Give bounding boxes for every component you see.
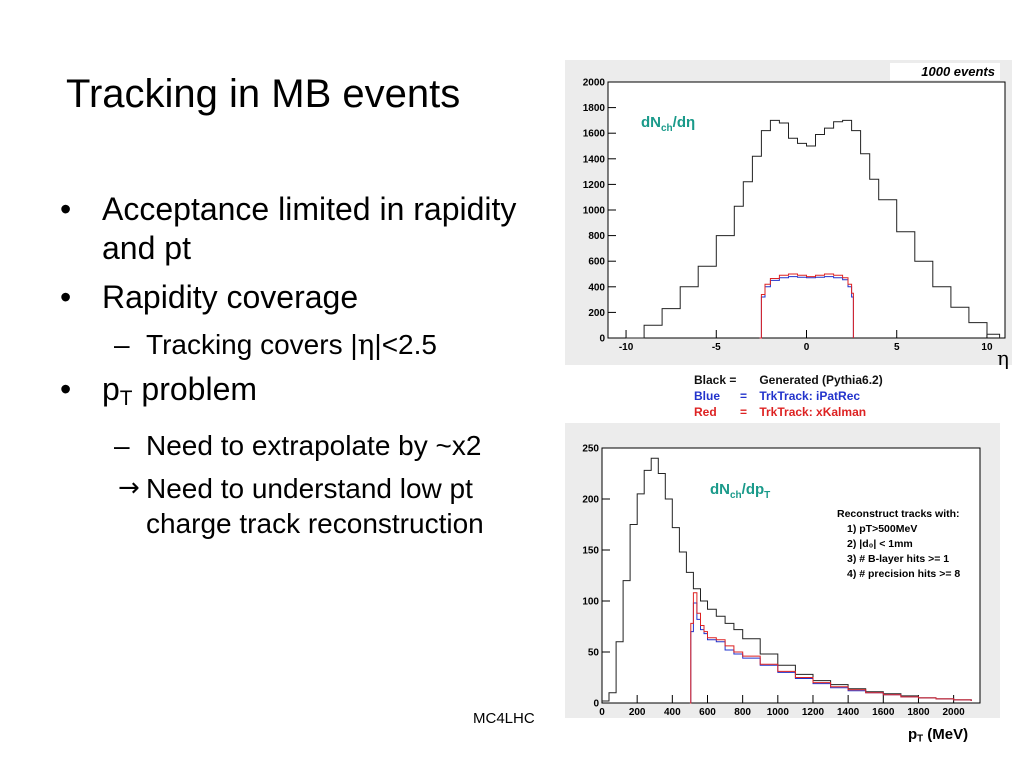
sub-bullet-dash: – <box>114 430 130 462</box>
bullet-list: • Acceptance limited in rapidity and pt … <box>60 190 530 549</box>
bullet-dot: • <box>60 279 72 315</box>
chart-label-main: dN <box>710 481 730 498</box>
x-tick-label: -5 <box>712 342 721 353</box>
bullet-rapidity: • Rapidity coverage <box>60 278 530 317</box>
y-tick-label: 2000 <box>583 78 606 89</box>
chart-title: 1000 events <box>921 64 995 79</box>
bullet-acceptance: • Acceptance limited in rapidity and pt <box>60 190 530 268</box>
bullet-text: Rapidity coverage <box>102 279 359 315</box>
x-tick-label: 1200 <box>802 707 825 718</box>
x-tick-label: 600 <box>699 707 716 718</box>
annotation-line: 3) # B-layer hits >= 1 <box>847 553 949 565</box>
sub-bullet-dash: – <box>114 329 130 360</box>
chart-label-end: /dp <box>742 481 765 498</box>
pt-axis-sub: T <box>917 733 924 745</box>
chart-label: dNch/dpT <box>710 481 770 501</box>
plot-area <box>607 81 1006 339</box>
x-tick-label: 0 <box>804 342 810 353</box>
y-tick-label: 800 <box>588 231 605 242</box>
y-tick-label: 200 <box>588 308 605 319</box>
y-tick-label: 0 <box>593 699 599 710</box>
y-tick-label: 50 <box>588 648 600 659</box>
legend-black: Black = Generated (Pythia6.2) <box>694 372 883 388</box>
y-tick-label: 150 <box>582 546 599 557</box>
legend-red-eq: = <box>740 405 748 419</box>
footer-label: MC4LHC <box>473 710 535 727</box>
eta-distribution-chart: 0 200 400 600 800 1000 1200 1400 1600 1800 2000 -10… <box>565 60 1012 365</box>
y-tick-label: 1000 <box>583 206 606 217</box>
legend-blue-value: TrkTrack: iPatRec <box>759 389 861 403</box>
pt-axis-label: pT (MeV) <box>908 726 968 744</box>
subbullet-extrapolate: – Need to extrapolate by ~x2 <box>60 428 530 463</box>
x-tick-label: 800 <box>734 707 751 718</box>
x-tick-label: 2000 <box>943 707 966 718</box>
x-tick-label: 200 <box>629 707 646 718</box>
bullet-dot: • <box>60 191 72 227</box>
subbullet-understand: → Need to understand low pt charge track… <box>60 471 530 541</box>
x-tick-label: -10 <box>619 342 634 353</box>
title-box <box>890 63 1000 80</box>
chart-label-main: dN <box>641 114 661 131</box>
annotation-line: 4) # precision hits >= 8 <box>847 568 960 580</box>
bullet-p: p <box>102 371 120 407</box>
arrow-icon: → <box>118 473 140 504</box>
chart-label-end: /dη <box>673 114 696 131</box>
series-line-generated-pythia6-2- <box>626 119 1001 339</box>
legend-red-value: TrkTrack: xKalman <box>759 405 867 419</box>
subbullet-tracking-covers: – Tracking covers |η|<2.5 <box>60 327 530 362</box>
pt-axis-p: p <box>908 726 918 743</box>
chart-label-sub: ch <box>661 123 673 134</box>
series-line-trktrack-xkalman <box>759 273 854 339</box>
y-tick-label: 1800 <box>583 103 606 114</box>
chart-label: dNch/dη <box>641 114 695 134</box>
bullet-p-subscript: T <box>119 387 133 411</box>
series-line-trktrack-xkalman <box>689 592 972 704</box>
chart-label-sub: ch <box>730 490 742 501</box>
legend-black-value: Generated (Pythia6.2) <box>759 373 883 387</box>
legend-black-key: Black = <box>694 373 737 387</box>
annotation-line: Reconstruct tracks with: <box>837 508 960 520</box>
sub-bullet-text: Need to understand low pt charge track r… <box>146 473 484 540</box>
y-tick-label: 100 <box>582 597 599 608</box>
y-tick-label: 200 <box>582 495 599 506</box>
sub-bullet-text-a: Tracking covers | <box>146 329 358 360</box>
y-tick-label: 250 <box>582 444 599 455</box>
bullet-dot: • <box>60 371 72 407</box>
y-tick-label: 1600 <box>583 129 606 140</box>
legend-red: Red = TrkTrack: xKalman <box>694 404 883 420</box>
bullet-text: Acceptance limited in rapidity and pt <box>102 191 517 266</box>
x-tick-label: 5 <box>894 342 900 353</box>
legend: Black = Generated (Pythia6.2) Blue = TrkT… <box>694 372 883 420</box>
y-tick-label: 1400 <box>583 154 606 165</box>
x-tick-label: 1000 <box>767 707 790 718</box>
x-tick-label: 10 <box>981 342 993 353</box>
annotation-line: 2) |d₀| < 1mm <box>847 538 913 550</box>
x-tick-label: 1400 <box>837 707 860 718</box>
pt-distribution-chart: 0 50 100 150 200 250 0 200 400 600 800 1000 1200 1400… <box>565 423 1000 718</box>
annotation-line: 1) pT>500MeV <box>847 523 917 535</box>
sub-bullet-text: Need to extrapolate by ~x2 <box>146 430 482 462</box>
x-tick-label: 400 <box>664 707 681 718</box>
bullet-pt-problem: • pT problem <box>60 370 530 418</box>
legend-blue-key: Blue <box>694 389 721 403</box>
pt-axis-rest: (MeV) <box>923 726 969 743</box>
eta-axis-label: η <box>997 346 1009 370</box>
y-tick-label: 1200 <box>583 180 606 191</box>
legend-blue-eq: = <box>740 389 748 403</box>
slide-title: Tracking in MB events <box>66 72 461 116</box>
y-tick-label: 0 <box>599 334 605 345</box>
bullet-text: problem <box>132 371 258 407</box>
y-tick-label: 400 <box>588 282 605 293</box>
legend-red-key: Red <box>694 405 717 419</box>
legend-blue: Blue = TrkTrack: iPatRec <box>694 388 883 404</box>
x-tick-label: 0 <box>599 707 605 718</box>
chart-label-end-sub: T <box>764 490 770 501</box>
eta-symbol: η <box>357 328 375 361</box>
x-tick-label: 1600 <box>872 707 895 718</box>
x-tick-label: 1800 <box>907 707 930 718</box>
y-tick-label: 600 <box>588 257 605 268</box>
sub-bullet-text-b: |<2.5 <box>374 329 437 360</box>
